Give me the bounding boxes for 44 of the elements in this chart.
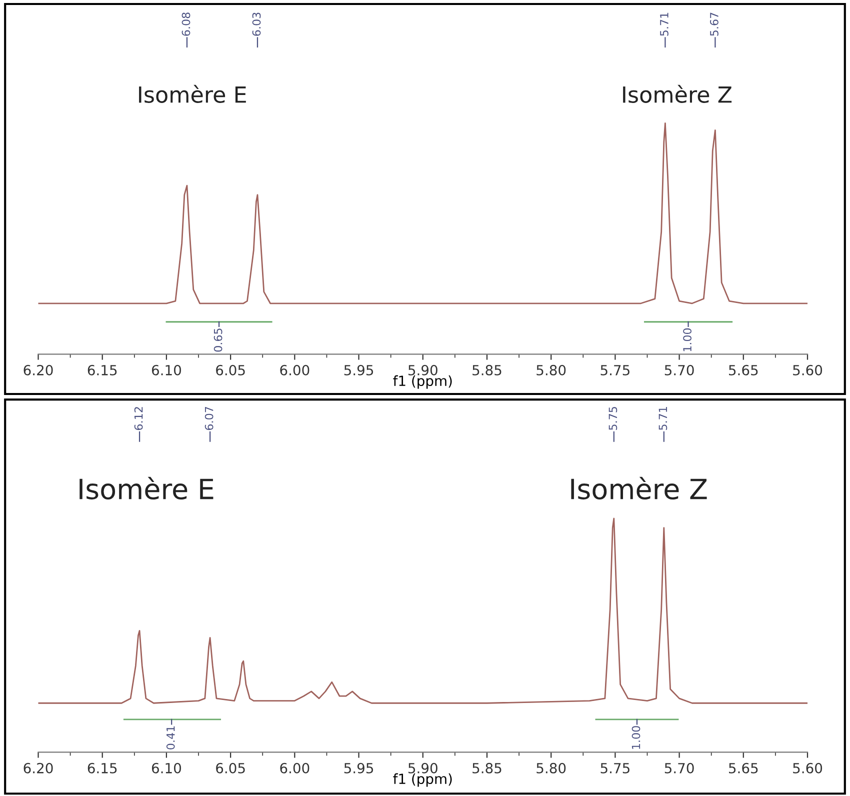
x-tick-label: 5.95 <box>344 762 374 774</box>
x-tick-label: 5.70 <box>664 364 694 376</box>
annotation: 1.00 <box>632 726 640 749</box>
x-tick-label: 6.05 <box>216 762 245 774</box>
x-tick-label: 6.00 <box>280 762 310 774</box>
x-tick-label: 5.80 <box>536 364 566 376</box>
x-tick-label: 5.65 <box>729 364 758 376</box>
annotation: 0.65 <box>214 328 222 352</box>
x-tick-label: 6.10 <box>152 762 181 774</box>
x-tick-label: 5.90 <box>408 762 438 774</box>
x-tick-label: 6.20 <box>24 364 53 376</box>
x-axis-title: f1 (ppm) <box>393 375 452 389</box>
x-axis-title: f1 (ppm) <box>393 773 452 787</box>
x-tick-label: 6.05 <box>216 364 245 376</box>
text: Isomère Z <box>571 476 707 500</box>
annotation: 6.12 <box>134 407 143 430</box>
annotation: 6.07 <box>204 406 214 430</box>
x-tick-label: 5.85 <box>472 762 502 774</box>
x-tick-label: 5.85 <box>472 364 502 376</box>
text: Isomère E <box>80 476 214 500</box>
x-tick-label: 5.75 <box>600 763 630 774</box>
x-tick-label: 5.60 <box>793 364 822 376</box>
x-tick-label: 6.10 <box>152 364 181 376</box>
x-tick-label: 5.95 <box>344 364 374 376</box>
annotation: 1.00 <box>683 328 692 352</box>
annotation: 5.67 <box>710 12 718 36</box>
annotation: 5.71 <box>658 407 668 430</box>
annotation: 5.75 <box>608 406 618 430</box>
annotation: 5.71 <box>660 12 668 36</box>
x-tick-label: 6.20 <box>24 762 53 774</box>
annotation: 6.08 <box>182 12 190 36</box>
text: Isomère E <box>139 84 246 104</box>
x-tick-label: 6.15 <box>88 364 117 376</box>
x-tick-label: 6.15 <box>88 762 117 774</box>
x-tick-label: 6.00 <box>280 364 310 376</box>
text: Isomère Z <box>623 84 732 104</box>
annotation: 0.41 <box>166 726 175 750</box>
x-tick-label: 5.60 <box>793 762 822 774</box>
x-tick-label: 5.75 <box>600 365 630 376</box>
x-tick-label: 5.90 <box>408 364 438 376</box>
x-tick-label: 5.80 <box>536 762 566 774</box>
annotation: 6.03 <box>252 12 261 36</box>
x-tick-label: 5.65 <box>729 762 758 774</box>
x-tick-label: 5.70 <box>664 762 694 774</box>
